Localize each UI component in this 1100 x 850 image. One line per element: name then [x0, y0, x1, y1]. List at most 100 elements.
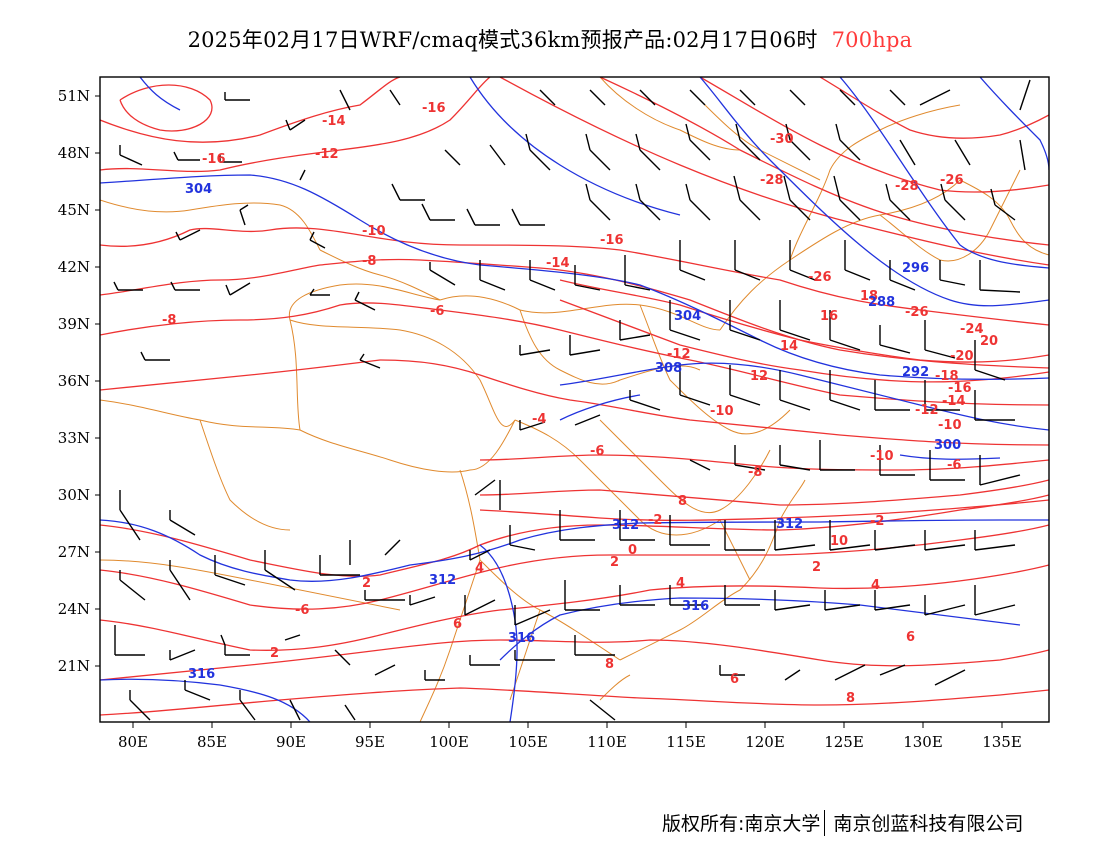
temp-label: -10: [938, 418, 962, 433]
temp-label: 6: [453, 617, 462, 632]
latitude-axis: [95, 95, 100, 667]
lat-label-48n: 48N: [58, 144, 90, 162]
lat-label-24n: 24N: [58, 600, 90, 618]
temp-label: -6: [590, 444, 604, 459]
temp-label: -10: [870, 449, 894, 464]
temp-label: -16: [600, 233, 624, 248]
lon-label-115e: 115E: [666, 733, 706, 751]
copyright-text: 版权所有:南京大学: [662, 813, 821, 835]
lon-label-100e: 100E: [429, 733, 469, 751]
height-label: 296: [902, 261, 929, 276]
temp-label: -16: [948, 381, 972, 396]
temp-label: -30: [770, 132, 794, 147]
copyright-footer: 版权所有:南京大学 南京创蓝科技有限公司: [662, 809, 1023, 836]
lon-label-130e: 130E: [903, 733, 943, 751]
height-label: 308: [655, 361, 682, 376]
lon-label-90e: 90E: [276, 733, 306, 751]
longitude-axis: [132, 722, 1003, 728]
temp-label: -10: [710, 404, 734, 419]
lon-label-125e: 125E: [824, 733, 864, 751]
height-label: 312: [429, 573, 456, 588]
lat-label-39n: 39N: [58, 315, 90, 333]
lon-label-110e: 110E: [587, 733, 627, 751]
temperature-contours: [100, 77, 1049, 716]
wind-barbs: [113, 79, 1031, 721]
temp-label: 2: [362, 576, 371, 591]
height-labels: 304 296 288 304 308 312 312 312 316 316 …: [185, 182, 961, 682]
temp-label: -18: [935, 369, 959, 384]
temp-label: -20: [950, 349, 974, 364]
boundary-lines: [100, 77, 1049, 722]
lat-label-21n: 21N: [58, 657, 90, 675]
temp-label: -10: [362, 224, 386, 239]
height-label: 288: [868, 295, 895, 310]
lon-label-80e: 80E: [118, 733, 148, 751]
lat-label-42n: 42N: [58, 258, 90, 276]
temp-label: -28: [895, 179, 919, 194]
title-text: 2025年02月17日WRF/cmaq模式36km预报产品:02月17日06时: [187, 28, 818, 52]
temp-label: 6: [906, 630, 915, 645]
lat-label-36n: 36N: [58, 372, 90, 390]
temp-label: -26: [905, 305, 929, 320]
temp-label: 4: [676, 576, 685, 591]
temp-label: 0: [628, 543, 637, 558]
lon-label-105e: 105E: [508, 733, 548, 751]
temp-label: 2: [610, 555, 619, 570]
temp-label: -6: [947, 458, 961, 473]
height-contours: [100, 77, 1049, 722]
company-text: 南京创蓝科技有限公司: [833, 813, 1024, 835]
map-title: 2025年02月17日WRF/cmaq模式36km预报产品:02月17日06时 7…: [0, 24, 1100, 54]
temp-label: 2: [270, 646, 279, 661]
temp-label: 8: [678, 494, 687, 509]
height-label: 300: [934, 438, 961, 453]
temp-label: -4: [532, 412, 546, 427]
lon-label-95e: 95E: [355, 733, 385, 751]
temp-label: -6: [430, 304, 444, 319]
temp-label: -12: [667, 347, 691, 362]
temp-label: -14: [322, 114, 346, 129]
temp-label: 2: [812, 560, 821, 575]
temp-label: 12: [750, 369, 768, 384]
height-label: 292: [902, 365, 929, 380]
height-label: 312: [776, 517, 803, 532]
temp-label: -2: [870, 514, 884, 529]
longitude-labels: 80E 85E 90E 95E 100E 105E 110E 115E 120E…: [118, 733, 1022, 751]
height-label: 304: [674, 309, 701, 324]
lon-label-85e: 85E: [197, 733, 227, 751]
temp-label: 18: [860, 289, 878, 304]
temp-label: -28: [760, 173, 784, 188]
temp-label: 20: [980, 334, 998, 349]
temp-label: -8: [162, 313, 176, 328]
temp-label: -2: [648, 513, 662, 528]
temp-label: 10: [830, 534, 848, 549]
temp-label: 6: [730, 672, 739, 687]
temp-label: 4: [475, 561, 484, 576]
temp-label: 16: [820, 309, 838, 324]
temp-label: -14: [546, 256, 570, 271]
height-label: 316: [508, 631, 535, 646]
temp-label: -12: [315, 147, 339, 162]
footer-divider: [824, 810, 826, 836]
temp-label: -26: [808, 270, 832, 285]
latitude-labels: 51N 48N 45N 42N 39N 36N 33N 30N 27N 24N …: [58, 87, 90, 675]
height-label: 312: [612, 518, 639, 533]
temp-label: -16: [422, 101, 446, 116]
lon-label-135e: 135E: [982, 733, 1022, 751]
temp-label: -8: [362, 254, 376, 269]
temp-label: -16: [202, 152, 226, 167]
lat-label-33n: 33N: [58, 429, 90, 447]
temperature-labels: -16 -14 -12 -16 -30 -28 -28 -26 -16 -14 …: [162, 101, 998, 706]
temp-label: -24: [960, 322, 984, 337]
temp-label: 8: [846, 691, 855, 706]
height-label: 304: [185, 182, 212, 197]
temp-label: -14: [942, 394, 966, 409]
temp-label: -12: [915, 403, 939, 418]
plot-frame: [99, 76, 1050, 723]
lon-label-120e: 120E: [745, 733, 785, 751]
temp-label: -8: [748, 465, 762, 480]
lat-label-30n: 30N: [58, 486, 90, 504]
temp-label: 8: [605, 657, 614, 672]
height-label: 316: [682, 599, 709, 614]
temp-label: 14: [780, 339, 798, 354]
